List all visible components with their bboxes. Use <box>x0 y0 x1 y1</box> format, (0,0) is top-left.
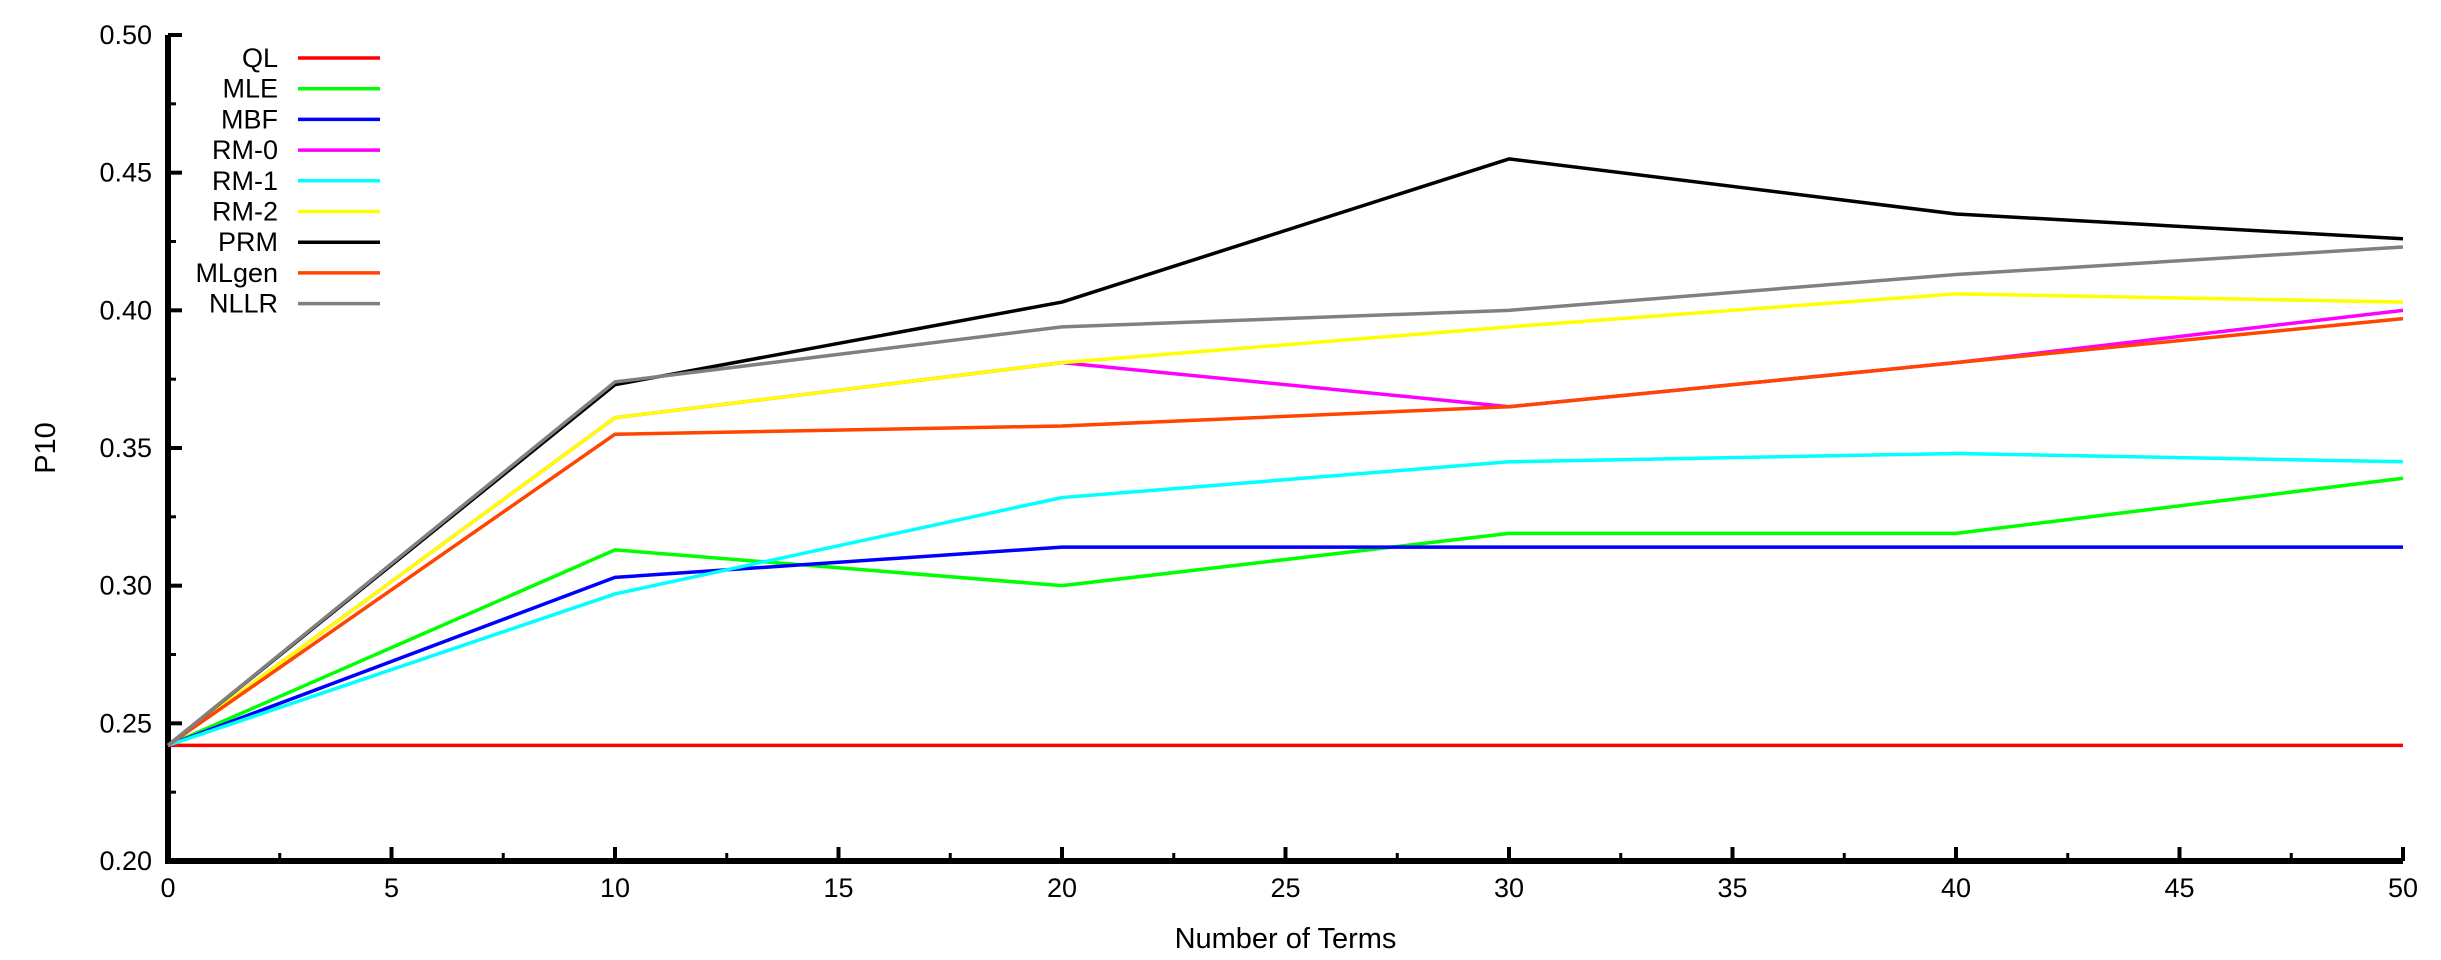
x-tick-label: 10 <box>600 873 630 903</box>
y-tick-label: 0.50 <box>99 20 152 50</box>
x-tick-label: 40 <box>1941 873 1971 903</box>
series-layer <box>166 157 2404 748</box>
series-line-mbf <box>167 545 2403 747</box>
series-line-nllr <box>166 245 2404 747</box>
y-tick-label: 0.45 <box>99 158 152 188</box>
series-line-mlgen <box>167 316 2404 747</box>
y-tick-label: 0.30 <box>99 571 152 601</box>
series-line-mle <box>167 476 2404 747</box>
legend-label-mbf: MBF <box>221 104 278 134</box>
y-tick-label: 0.25 <box>99 708 152 738</box>
legend-label-ql: QL <box>242 43 278 73</box>
x-tick-label: 45 <box>2164 873 2194 903</box>
legend-label-rm-0: RM-0 <box>212 135 278 165</box>
x-ticks: 0 5 10 15 20 25 30 35 40 45 50 <box>160 847 2418 903</box>
series-line-rm-1 <box>167 451 2404 748</box>
legend-label-prm: PRM <box>218 227 278 257</box>
x-tick-label: 30 <box>1494 873 1524 903</box>
y-tick-label: 0.35 <box>99 433 152 463</box>
y-tick-label: 0.20 <box>99 846 152 876</box>
x-tick-label: 15 <box>823 873 853 903</box>
x-axis-title: Number of Terms <box>1175 923 1397 955</box>
x-tick-label: 0 <box>160 873 175 903</box>
x-tick-label: 25 <box>1270 873 1300 903</box>
x-tick-label: 35 <box>1717 873 1747 903</box>
x-tick-label: 5 <box>384 873 399 903</box>
legend-label-mlgen: MLgen <box>195 258 278 288</box>
y-ticks: 0.20 0.25 0.30 0.35 0.40 0.45 0.50 <box>99 20 182 876</box>
y-tick-label: 0.40 <box>99 295 152 325</box>
y-axis-title: P10 <box>30 422 62 474</box>
legend-label-rm-2: RM-2 <box>212 197 278 227</box>
x-tick-label: 20 <box>1047 873 1077 903</box>
series-line-prm <box>166 157 2404 747</box>
axes: 0 5 10 15 20 25 30 35 40 45 50 0.20 0.25 0.30 0.35 0.4… <box>99 20 2418 903</box>
x-tick-label: 50 <box>2388 873 2418 903</box>
legend-label-nllr: NLLR <box>209 289 278 319</box>
legend-label-mle: MLE <box>222 74 278 104</box>
series-line-rm-0 <box>166 308 2404 747</box>
legend-label-rm-1: RM-1 <box>212 166 278 196</box>
series-line-rm-2 <box>166 292 2404 747</box>
